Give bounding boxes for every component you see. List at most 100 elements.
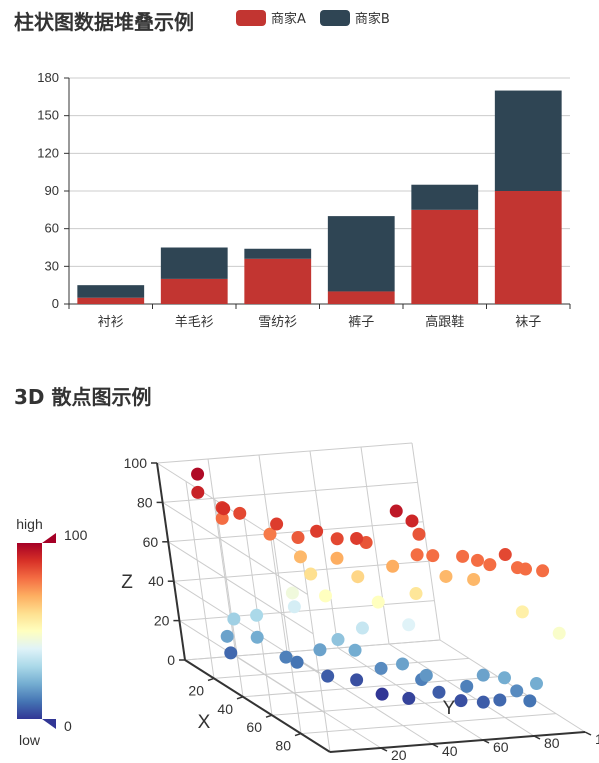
scatter-point[interactable] [536,564,550,578]
scatter-point[interactable] [454,694,468,708]
scatter-point[interactable] [350,673,364,687]
scatter-point[interactable] [476,668,490,682]
scatter-point[interactable] [409,587,423,601]
scatter-point[interactable] [471,553,484,567]
y-tick-mark [380,747,388,752]
scatter-point[interactable] [291,530,305,544]
z-tick-label: 20 [154,613,170,629]
scatter-point[interactable] [439,569,453,583]
bar-series-b[interactable] [327,216,395,292]
grid-line-back [156,442,413,464]
scatter-point[interactable] [331,633,345,647]
scatter-point[interactable] [227,612,241,626]
scatter-point[interactable] [355,621,369,635]
grid-line-floor [300,713,557,735]
bar-series-a[interactable] [327,291,395,304]
bar-series-b[interactable] [494,90,562,191]
grid-line-left [272,536,302,734]
scatter-point[interactable] [552,626,566,640]
scatter-point[interactable] [386,559,400,573]
x-tick-label: 裤子 [348,315,374,330]
scatter-point[interactable] [351,570,365,584]
scatter-point[interactable] [250,630,264,644]
bar-series-a[interactable] [160,278,228,304]
scatter-point[interactable] [405,514,419,528]
scatter-point[interactable] [498,671,511,685]
scatter-point[interactable] [460,679,474,693]
scatter-point[interactable] [290,655,304,669]
bar-series-a[interactable] [77,297,145,304]
scatter-point[interactable] [279,650,293,664]
scatter-point[interactable] [304,567,318,581]
scatter-point[interactable] [493,693,507,707]
grid-line-left [167,541,314,635]
scatter-point[interactable] [476,695,490,709]
scatter-point[interactable] [310,524,324,538]
y-tick-label: 20 [391,747,407,763]
scatter-point[interactable] [215,511,229,525]
scatter-point[interactable] [191,467,205,481]
legend-item-series-b[interactable]: 商家B [319,8,390,27]
scatter-point[interactable] [217,502,231,516]
scatter-point[interactable] [270,517,284,531]
scatter-point[interactable] [389,504,403,518]
x-tick-mark [236,696,244,700]
grid-line-left [214,499,244,697]
scatter-point[interactable] [293,550,307,564]
scatter-point[interactable] [467,572,481,586]
bar-series-a[interactable] [411,209,479,304]
scatter-point[interactable] [330,551,344,565]
scatter-point[interactable] [396,657,410,671]
scatter-point[interactable] [287,600,301,614]
scatter-point[interactable] [330,532,344,546]
grid-line-back [411,442,441,641]
scatter-point[interactable] [402,691,416,705]
bar-series-b[interactable] [244,248,312,259]
scatter-point[interactable] [371,595,385,609]
legend-item-series-a[interactable]: 商家A [236,8,306,27]
visual-map-low-handle[interactable] [42,719,56,729]
scatter-point[interactable] [456,549,470,563]
y-tick-mark [431,743,439,748]
scatter-point[interactable] [402,618,416,632]
scatter-point[interactable] [321,669,335,683]
x-tick-label: 40 [217,701,233,717]
scatter-point[interactable] [483,558,497,572]
scatter-point[interactable] [350,531,364,545]
visual-map-high-handle[interactable] [42,533,56,543]
scatter-point[interactable] [519,562,532,576]
scatter-point[interactable] [263,527,277,541]
scatter-point[interactable] [515,605,529,619]
scatter-point[interactable] [220,629,234,643]
bar-series-b[interactable] [411,184,479,210]
scatter-point[interactable] [375,687,389,701]
scatter-point[interactable] [348,643,362,657]
bar-series-b[interactable] [77,285,145,298]
scatter-point[interactable] [191,485,205,499]
scatter-point[interactable] [426,549,440,563]
grid-line-back [162,481,418,503]
scatter-point[interactable] [250,608,264,622]
scatter-point[interactable] [510,684,524,698]
scatter-point[interactable] [319,589,332,603]
bar-series-b[interactable] [160,247,228,279]
scatter-point[interactable] [498,548,512,562]
scatter-point[interactable] [530,677,543,691]
scatter-point[interactable] [412,527,426,541]
bar-series-a[interactable] [244,258,312,304]
bar-series-a[interactable] [494,191,562,304]
z-axis-line [156,462,186,661]
y-tick-label: 120 [37,145,59,160]
scatter-point[interactable] [285,586,299,600]
y-tick-label: 60 [45,221,59,236]
scatter-point[interactable] [374,661,388,675]
scatter-point[interactable] [224,646,238,660]
scatter-point[interactable] [432,685,446,699]
scatter-point[interactable] [419,668,433,682]
visual-map-bar[interactable] [17,543,42,719]
scatter-point[interactable] [410,548,424,562]
scatter-point[interactable] [523,694,537,708]
scatter-point[interactable] [313,643,327,657]
scatter-point[interactable] [233,506,247,520]
